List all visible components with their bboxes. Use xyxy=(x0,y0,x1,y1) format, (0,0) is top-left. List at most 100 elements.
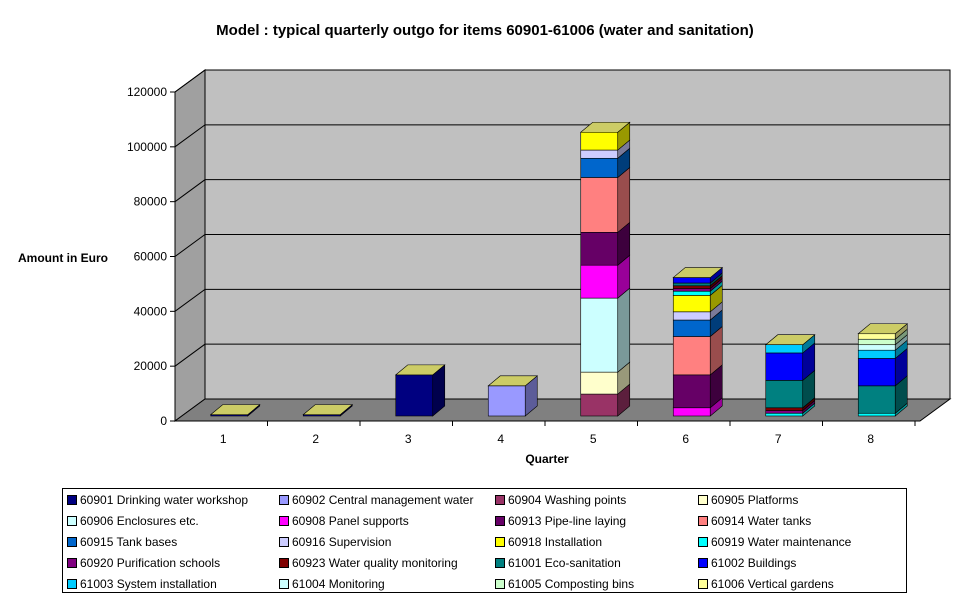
legend-item: 61005 Composting bins xyxy=(495,577,634,591)
bar-top xyxy=(209,404,261,415)
x-tick-label: 3 xyxy=(405,432,412,446)
legend-label: 60908 Panel supports xyxy=(292,514,409,528)
legend-swatch xyxy=(67,558,77,568)
legend-item: 61001 Eco-sanitation xyxy=(495,556,621,570)
legend-swatch xyxy=(698,558,708,568)
bar-segment xyxy=(580,147,631,179)
legend-label: 61005 Composting bins xyxy=(508,577,635,591)
legend-swatch xyxy=(67,495,77,505)
floor xyxy=(173,398,952,422)
gridline xyxy=(174,124,950,148)
gridline xyxy=(174,179,950,203)
gridline xyxy=(174,69,950,93)
legend-swatch xyxy=(495,537,505,547)
x-tick-label: 5 xyxy=(590,432,597,446)
x-tick-label: 2 xyxy=(312,432,319,446)
legend-swatch xyxy=(698,579,708,589)
legend-swatch xyxy=(279,516,289,526)
bar-segment xyxy=(580,287,631,373)
bar-top xyxy=(302,404,354,415)
bar-segment xyxy=(580,166,631,233)
x-tick-label: 6 xyxy=(682,432,689,446)
legend-swatch xyxy=(495,495,505,505)
legend-swatch xyxy=(698,495,708,505)
legend-label: 61006 Vertical gardens xyxy=(711,577,834,591)
legend-label: 60901 Drinking water workshop xyxy=(80,493,249,507)
legend-item: 60905 Platforms xyxy=(698,493,798,507)
bar-segment xyxy=(580,361,631,395)
legend-swatch xyxy=(279,579,289,589)
bar-top xyxy=(487,375,539,387)
legend-label: 61002 Buildings xyxy=(711,556,797,570)
legend-label: 60915 Tank bases xyxy=(80,535,178,549)
legend-label: 60923 Water quality monitoring xyxy=(292,556,458,570)
x-tick-label: 4 xyxy=(497,432,504,446)
legend-item: 61004 Monitoring xyxy=(279,577,385,591)
legend-label: 60913 Pipe-line laying xyxy=(508,514,627,528)
x-tick-label: 1 xyxy=(220,432,227,446)
legend-swatch xyxy=(67,537,77,547)
legend-label: 60902 Central management water xyxy=(292,493,474,507)
legend-item: 60914 Water tanks xyxy=(698,514,811,528)
legend-item: 60920 Purification schools xyxy=(67,556,220,570)
bar-segment xyxy=(857,323,909,340)
legend-item: 60918 Installation xyxy=(495,535,602,549)
legend-label: 60918 Installation xyxy=(508,535,603,549)
bar-top xyxy=(394,364,446,376)
bar-segment xyxy=(764,334,816,354)
legend-item: 61006 Vertical gardens xyxy=(698,577,834,591)
legend-item: 61002 Buildings xyxy=(698,556,796,570)
bar-segment xyxy=(857,375,908,414)
x-axis-ticks: 1 2 3 4 5 6 7 8 xyxy=(175,420,916,446)
legend-swatch xyxy=(495,558,505,568)
legend-swatch xyxy=(67,516,77,526)
y-tick-label: 20000 xyxy=(134,359,168,373)
bar-segment xyxy=(209,403,261,417)
legend-swatch xyxy=(495,516,505,526)
gridline xyxy=(174,234,950,257)
legend-label: 60905 Platforms xyxy=(711,493,799,507)
legend-label: 61003 System installation xyxy=(80,577,217,591)
legend-item: 60906 Enclosures etc. xyxy=(67,514,199,528)
legend-item: 60908 Panel supports xyxy=(279,514,409,528)
bar-segment xyxy=(487,375,539,417)
legend-item: 60919 Water maintenance xyxy=(698,535,851,549)
y-tick-label: 100000 xyxy=(127,140,167,154)
bar-segment xyxy=(580,254,631,299)
legend-label: 60916 Supervision xyxy=(292,535,392,549)
legend-label: 60906 Enclosures etc. xyxy=(80,514,199,528)
legend-item: 60923 Water quality monitoring xyxy=(279,556,458,570)
bar-segment xyxy=(672,266,724,284)
legend-item: 60916 Supervision xyxy=(279,535,391,549)
legend-swatch xyxy=(279,558,289,568)
legend-label: 60919 Water maintenance xyxy=(711,535,852,549)
bar-top xyxy=(579,121,631,133)
legend-item: 61003 System installation xyxy=(67,577,217,591)
legend-swatch xyxy=(279,537,289,547)
bar-segment xyxy=(579,121,631,151)
chart-title: Model : typical quarterly outgo for item… xyxy=(216,22,754,39)
legend-label: 61004 Monitoring xyxy=(292,577,385,591)
bar-top xyxy=(764,334,816,346)
legend-swatch xyxy=(495,579,505,589)
bar-segment xyxy=(302,403,354,417)
legend-swatch xyxy=(67,579,77,589)
bar-top xyxy=(672,267,724,278)
y-tick-label: 0 xyxy=(160,414,167,428)
x-tick-label: 7 xyxy=(775,432,782,446)
bar-segment xyxy=(394,364,446,417)
legend-swatch xyxy=(698,516,708,526)
legend-swatch xyxy=(279,495,289,505)
x-axis-label: Quarter xyxy=(525,452,569,466)
legend-item: 60913 Pipe-line laying xyxy=(495,514,626,528)
legend-label: 61001 Eco-sanitation xyxy=(508,556,621,570)
bar-top xyxy=(857,323,909,335)
y-axis-ticks: 0 20000 40000 60000 80000 100000 120000 xyxy=(127,85,176,428)
bars xyxy=(209,121,909,417)
bar-segment xyxy=(765,369,816,409)
legend-item: 60902 Central management water xyxy=(279,493,473,507)
y-tick-label: 80000 xyxy=(134,195,168,209)
legend-label: 60904 Washing points xyxy=(508,493,627,507)
legend-item: 60901 Drinking water workshop xyxy=(67,493,248,507)
